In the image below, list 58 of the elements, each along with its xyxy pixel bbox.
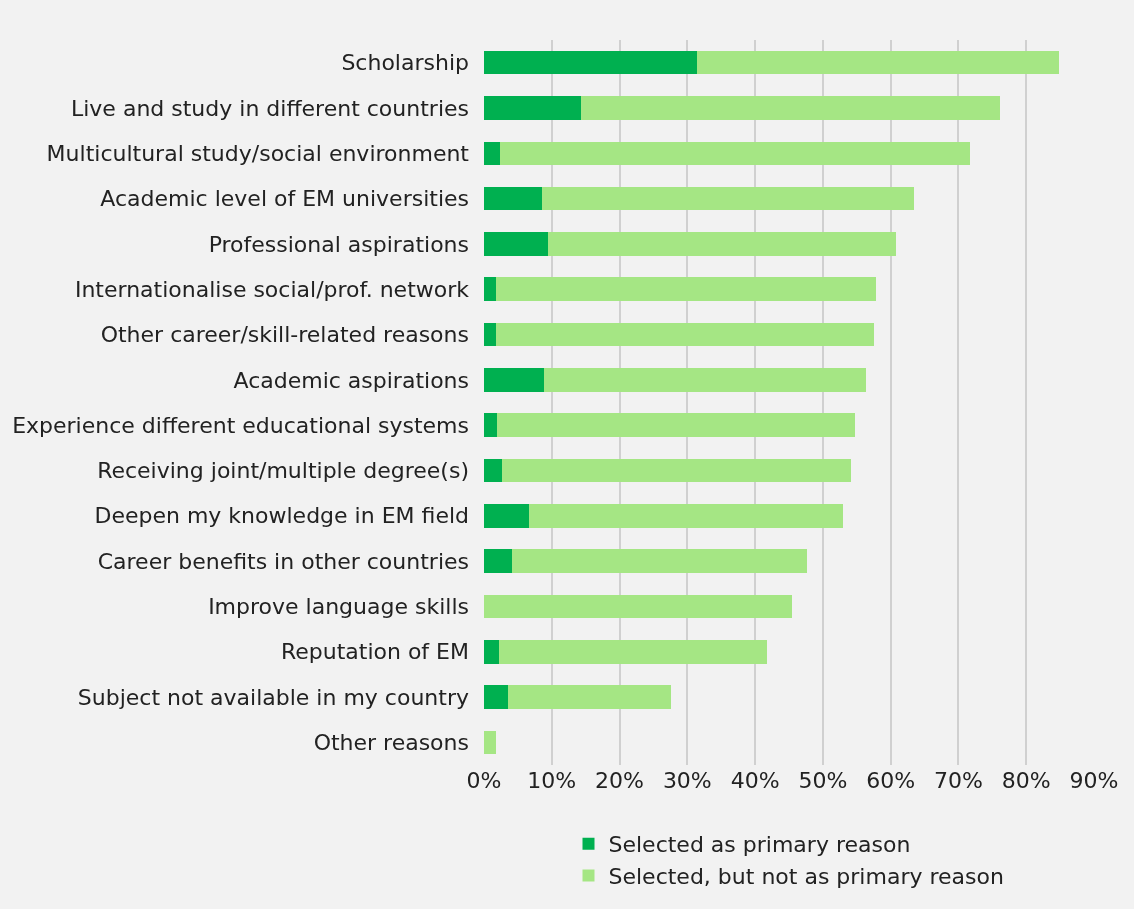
x-tick-label: 50% [798, 768, 848, 793]
y-tick-label: Improve language skills [208, 594, 469, 620]
y-tick-label: Receiving joint/multiple degree(s) [97, 458, 469, 484]
x-tick-label: 0% [466, 768, 502, 793]
legend-label: Selected as primary reason [608, 832, 911, 858]
bar [484, 730, 497, 755]
x-tick-label: 10% [527, 768, 577, 793]
bar [529, 504, 843, 528]
x-tick-label: 80% [1001, 768, 1051, 793]
bar [484, 141, 501, 166]
y-tick-label: Scholarship [341, 50, 469, 76]
bar [484, 96, 581, 120]
y-tick-label: Experience different educational systems [12, 412, 469, 438]
bar [484, 458, 503, 483]
y-tick-label: Multicultural study/social environment [46, 140, 470, 166]
legend-label: Selected, but not as primary reason [608, 863, 1004, 889]
y-tick-label: Live and study in different countries [70, 95, 469, 121]
y-tick-label: Career benefits in other countries [97, 548, 469, 574]
bar [498, 639, 767, 664]
bar [484, 549, 512, 573]
bar [696, 50, 1059, 75]
bar [547, 232, 897, 256]
y-tick-label: Professional aspirations [208, 231, 469, 257]
y-tick-label: Academic level of EM universities [100, 186, 469, 212]
x-tick-label: 30% [662, 768, 712, 793]
x-tick-label: 90% [1069, 768, 1119, 793]
bar [502, 458, 851, 483]
bar [580, 96, 1000, 120]
bar [484, 322, 496, 347]
x-tick-label: 20% [595, 768, 645, 793]
bar [484, 504, 530, 528]
bar [484, 413, 497, 437]
bar [541, 186, 914, 211]
bar [500, 141, 970, 166]
bar [511, 549, 808, 573]
y-tick-label: Other reasons [313, 730, 469, 756]
bar [495, 322, 874, 347]
x-tick-label: 40% [730, 768, 780, 793]
bar [484, 685, 509, 709]
bar [484, 232, 548, 256]
bar [484, 186, 542, 211]
y-tick-label: Academic aspirations [233, 367, 469, 393]
y-tick-label: Subject not available in my country [77, 684, 469, 710]
bar [484, 50, 697, 75]
bar [484, 368, 545, 392]
y-tick-label: Internationalise social/prof. network [74, 276, 470, 302]
y-tick-label: Reputation of EM [280, 639, 469, 665]
x-tick-label: 70% [933, 768, 983, 793]
bar [496, 413, 855, 437]
y-tick-label: Deepen my knowledge in EM field [94, 503, 469, 529]
bar [495, 277, 877, 301]
bar [544, 368, 866, 392]
bar [508, 685, 672, 709]
x-tick-label: 60% [866, 768, 916, 793]
bar [484, 594, 793, 619]
y-tick-label: Other career/skill-related reasons [100, 322, 469, 348]
bar [484, 277, 496, 301]
bar [484, 639, 499, 664]
